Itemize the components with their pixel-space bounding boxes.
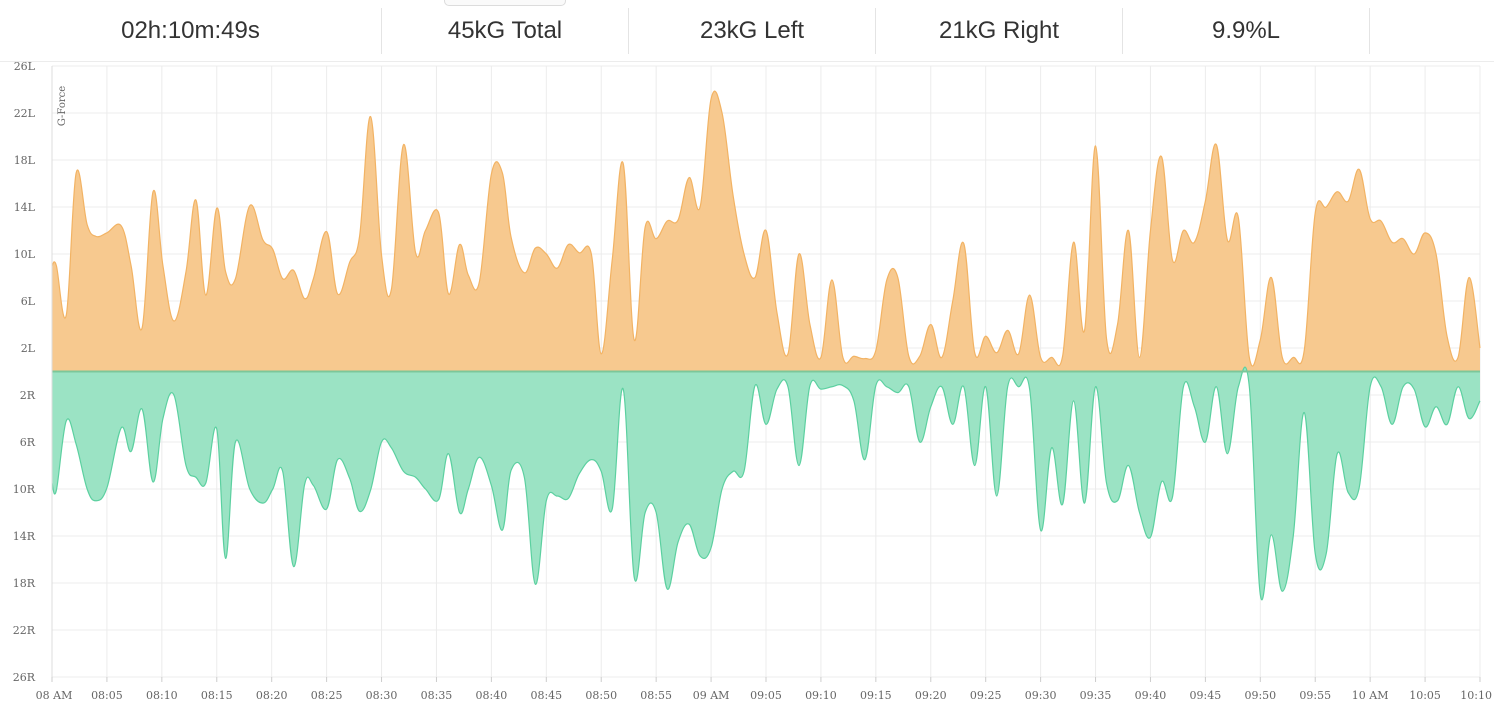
y-tick-label: 22R — [13, 624, 36, 637]
x-tick-label: 10 AM — [1352, 689, 1389, 702]
right-stat: 21kG Right — [876, 8, 1123, 54]
area-layer — [51, 90, 1481, 600]
y-tick-label: 18L — [14, 154, 36, 167]
y-axis-ticks: 26L 22L 18L 14L 10L 6L 2L 2R 6R 10R 14R 18R 22R 26R — [13, 62, 36, 684]
x-tick-label: 09:55 — [1299, 689, 1331, 702]
baseline-layer — [51, 66, 1480, 677]
panel-tab-handle[interactable] — [444, 0, 566, 6]
y-tick-label: 14R — [13, 530, 36, 543]
x-tick-label: 09:20 — [915, 689, 947, 702]
duration-value: 02h:10m:49s — [121, 17, 260, 44]
right-area-fill — [52, 367, 1480, 600]
right-value: 21kG Right — [938, 17, 1060, 44]
left-stat: 23kG Left — [629, 8, 876, 54]
x-tick-label: 08 AM — [36, 689, 73, 702]
x-tick-label: 08:15 — [201, 689, 233, 702]
total-value: 45kG Total — [447, 17, 563, 44]
x-tick-label: 08:35 — [421, 689, 453, 702]
left-value: 23kG Left — [699, 17, 805, 44]
left-series-line — [51, 90, 1481, 367]
y-tick-label: 2L — [21, 342, 36, 355]
x-tick-label: 09:40 — [1135, 689, 1167, 702]
total-stat: 45kG Total — [382, 8, 629, 54]
x-tick-label: 08:40 — [476, 689, 508, 702]
x-tick-label: 10:10 — [1460, 689, 1492, 702]
y-tick-label: 26R — [13, 671, 36, 684]
y-tick-label: 10R — [13, 483, 36, 496]
y-tick-label: 14L — [14, 201, 36, 214]
x-tick-label: 08:45 — [530, 689, 562, 702]
x-tick-label: 09:30 — [1025, 689, 1057, 702]
g-force-chart: 26L 22L 18L 14L 10L 6L 2L 2R 6R 10R 14R 18R 22R 26R 0… — [13, 62, 1492, 702]
duration-stat: 02h:10m:49s — [0, 8, 382, 54]
percent-value: 9.9%L — [1211, 17, 1281, 44]
x-tick-label: 08:30 — [366, 689, 398, 702]
x-tick-label: 09:05 — [750, 689, 782, 702]
y-tick-label: 22L — [14, 107, 36, 120]
y-tick-label: 2R — [20, 389, 36, 402]
stats-bar: 02h:10m:49s 45kG Total 23kG Left 21kG Ri… — [0, 0, 1494, 62]
x-tick-label: 08:05 — [91, 689, 123, 702]
x-tick-label: 08:20 — [256, 689, 288, 702]
x-tick-label: 09:25 — [970, 689, 1002, 702]
x-tick-label: 08:25 — [311, 689, 343, 702]
y-axis-label: G-Force — [57, 86, 68, 126]
percent-stat: 9.9%L — [1123, 8, 1370, 54]
y-tick-label: 18R — [13, 577, 36, 590]
x-tick-label: 08:55 — [640, 689, 672, 702]
x-tick-label: 09:50 — [1244, 689, 1276, 702]
right-series-line — [51, 366, 1481, 600]
x-tick-label: 10:05 — [1409, 689, 1441, 702]
x-axis-ticks: 08 AM 08:05 08:10 08:15 08:20 08:25 08:30 08:35… — [36, 689, 1492, 702]
y-tick-label: 6R — [20, 436, 36, 449]
x-tick-label: 09 AM — [693, 689, 730, 702]
x-tick-label: 08:10 — [146, 689, 178, 702]
y-tick-label: 26L — [14, 62, 36, 73]
x-tick-label: 09:35 — [1080, 689, 1112, 702]
x-tick-label: 09:45 — [1190, 689, 1222, 702]
x-tick-label: 09:15 — [860, 689, 892, 702]
x-tick-label: 08:50 — [585, 689, 617, 702]
x-tick-label: 09:10 — [805, 689, 837, 702]
y-tick-label: 6L — [21, 295, 36, 308]
y-tick-label: 10L — [14, 248, 36, 261]
